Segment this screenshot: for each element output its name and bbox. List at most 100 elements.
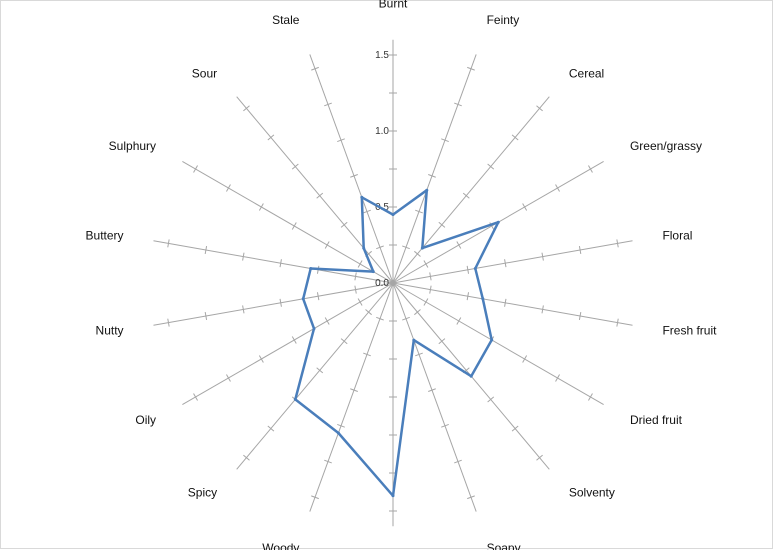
- axis-tick-mark: [578, 311, 582, 321]
- axis-spoke: [309, 282, 394, 512]
- axis-spoke: [182, 282, 394, 406]
- axis-tick-mark: [522, 355, 528, 363]
- axis-tick-mark: [354, 272, 357, 281]
- axis-spokes: [153, 39, 633, 527]
- category-label: Floral: [662, 228, 692, 242]
- axis-tick-mark: [428, 388, 436, 392]
- axis-tick-mark: [279, 259, 282, 268]
- axis-tick-mark: [279, 298, 282, 307]
- axis-tick-mark: [456, 241, 462, 249]
- axis-tick-mark: [429, 272, 432, 281]
- data-point: [490, 338, 494, 342]
- category-labels: Burnt Feinty Cereal Green/grassy Floral Fresh…: [86, 0, 718, 550]
- axis-tick-mark: [487, 163, 495, 170]
- axis-spoke: [392, 240, 633, 284]
- axis-tick-mark: [354, 285, 357, 294]
- category-label: Nutty: [96, 324, 124, 338]
- axis-tick-mark: [311, 495, 319, 500]
- axis-tick-mark: [324, 102, 332, 107]
- axis-tick-mark: [456, 317, 462, 325]
- axis-tick-mark: [243, 454, 250, 461]
- axis-tick-mark: [578, 245, 582, 255]
- axis-tick-mark: [365, 309, 372, 316]
- axis-tick-mark: [193, 165, 198, 173]
- data-point: [312, 327, 316, 331]
- axis-tick-mark: [226, 184, 231, 192]
- axis-tick-mark: [324, 241, 330, 249]
- axis-tick-mark: [167, 318, 170, 327]
- category-label: Solventy: [569, 486, 615, 500]
- axis-tick-mark: [616, 318, 619, 327]
- axis-tick-mark: [541, 252, 544, 261]
- axis-tick-mark: [511, 425, 519, 432]
- axis-tick-mark: [588, 165, 593, 173]
- data-point: [473, 267, 477, 270]
- category-label: Soapy: [487, 541, 521, 550]
- axis-tick-mark: [376, 316, 384, 321]
- axis-tick-mark: [363, 209, 371, 214]
- axis-tick-mark: [415, 209, 423, 214]
- axis-tick-mark: [454, 459, 462, 464]
- axis-tick-mark: [504, 298, 507, 307]
- axis-tick-mark: [316, 292, 320, 301]
- axis-tick-mark: [536, 105, 543, 112]
- axis-tick-mark: [291, 336, 297, 344]
- axis-tick-mark: [357, 260, 363, 268]
- data-point: [412, 338, 416, 342]
- category-label: Fresh fruit: [662, 324, 717, 338]
- data-point: [425, 188, 429, 192]
- category-label: Oily: [135, 413, 156, 427]
- axis-tick-mark: [428, 174, 436, 178]
- data-point: [309, 267, 313, 270]
- axis-spoke: [236, 96, 394, 284]
- axis-tick-mark: [414, 309, 421, 316]
- axis-tick-mark: [616, 239, 619, 248]
- data-point: [336, 431, 340, 435]
- axis-tick-mark: [242, 305, 245, 314]
- axis-tick-mark: [337, 423, 345, 428]
- category-label: Burnt: [379, 0, 408, 10]
- axis-tick-mark: [204, 245, 208, 255]
- axis-spoke: [392, 96, 550, 284]
- category-label: Dried fruit: [630, 413, 683, 427]
- data-point: [469, 374, 473, 378]
- data-point: [301, 297, 305, 301]
- category-label: Buttery: [86, 228, 124, 242]
- axis-tick-mark: [350, 388, 358, 392]
- data-point: [293, 397, 297, 401]
- axis-spoke: [392, 282, 604, 406]
- axis-tick-mark: [340, 338, 348, 345]
- axis-tick-mark: [504, 259, 507, 268]
- axis-tick-mark: [311, 66, 319, 71]
- axis-tick-mark: [402, 316, 410, 321]
- axis-spoke: [392, 282, 633, 326]
- data-point: [371, 270, 375, 274]
- axis-tick-mark: [536, 454, 543, 461]
- axis-tick-mark: [324, 317, 330, 325]
- axis-spoke: [153, 282, 394, 326]
- axis-tick-mark: [363, 352, 371, 357]
- axis-tick-mark: [423, 260, 429, 268]
- category-label: Sour: [192, 66, 217, 80]
- axis-tick-mark: [454, 102, 462, 107]
- axis-tick-mark: [429, 285, 432, 294]
- axis-tick-mark: [258, 203, 264, 211]
- axis-spoke: [236, 282, 394, 470]
- axis-spoke: [392, 54, 477, 284]
- axis-tick-mark: [337, 138, 345, 143]
- axis-tick-mark: [466, 292, 470, 301]
- axis-tick-mark: [193, 393, 198, 401]
- category-label: Cereal: [569, 66, 604, 80]
- axis-tick-mark: [357, 298, 363, 306]
- axis-tick-mark: [423, 298, 429, 306]
- axis-tick-mark: [462, 192, 470, 199]
- axis-tick-mark: [414, 250, 421, 257]
- axis-spoke: [153, 240, 394, 284]
- data-point: [496, 220, 500, 224]
- axis-tick-mark: [438, 338, 446, 345]
- axis-tick-mark: [588, 393, 593, 401]
- axis-tick-mark: [267, 425, 275, 432]
- category-label: Spicy: [188, 486, 217, 500]
